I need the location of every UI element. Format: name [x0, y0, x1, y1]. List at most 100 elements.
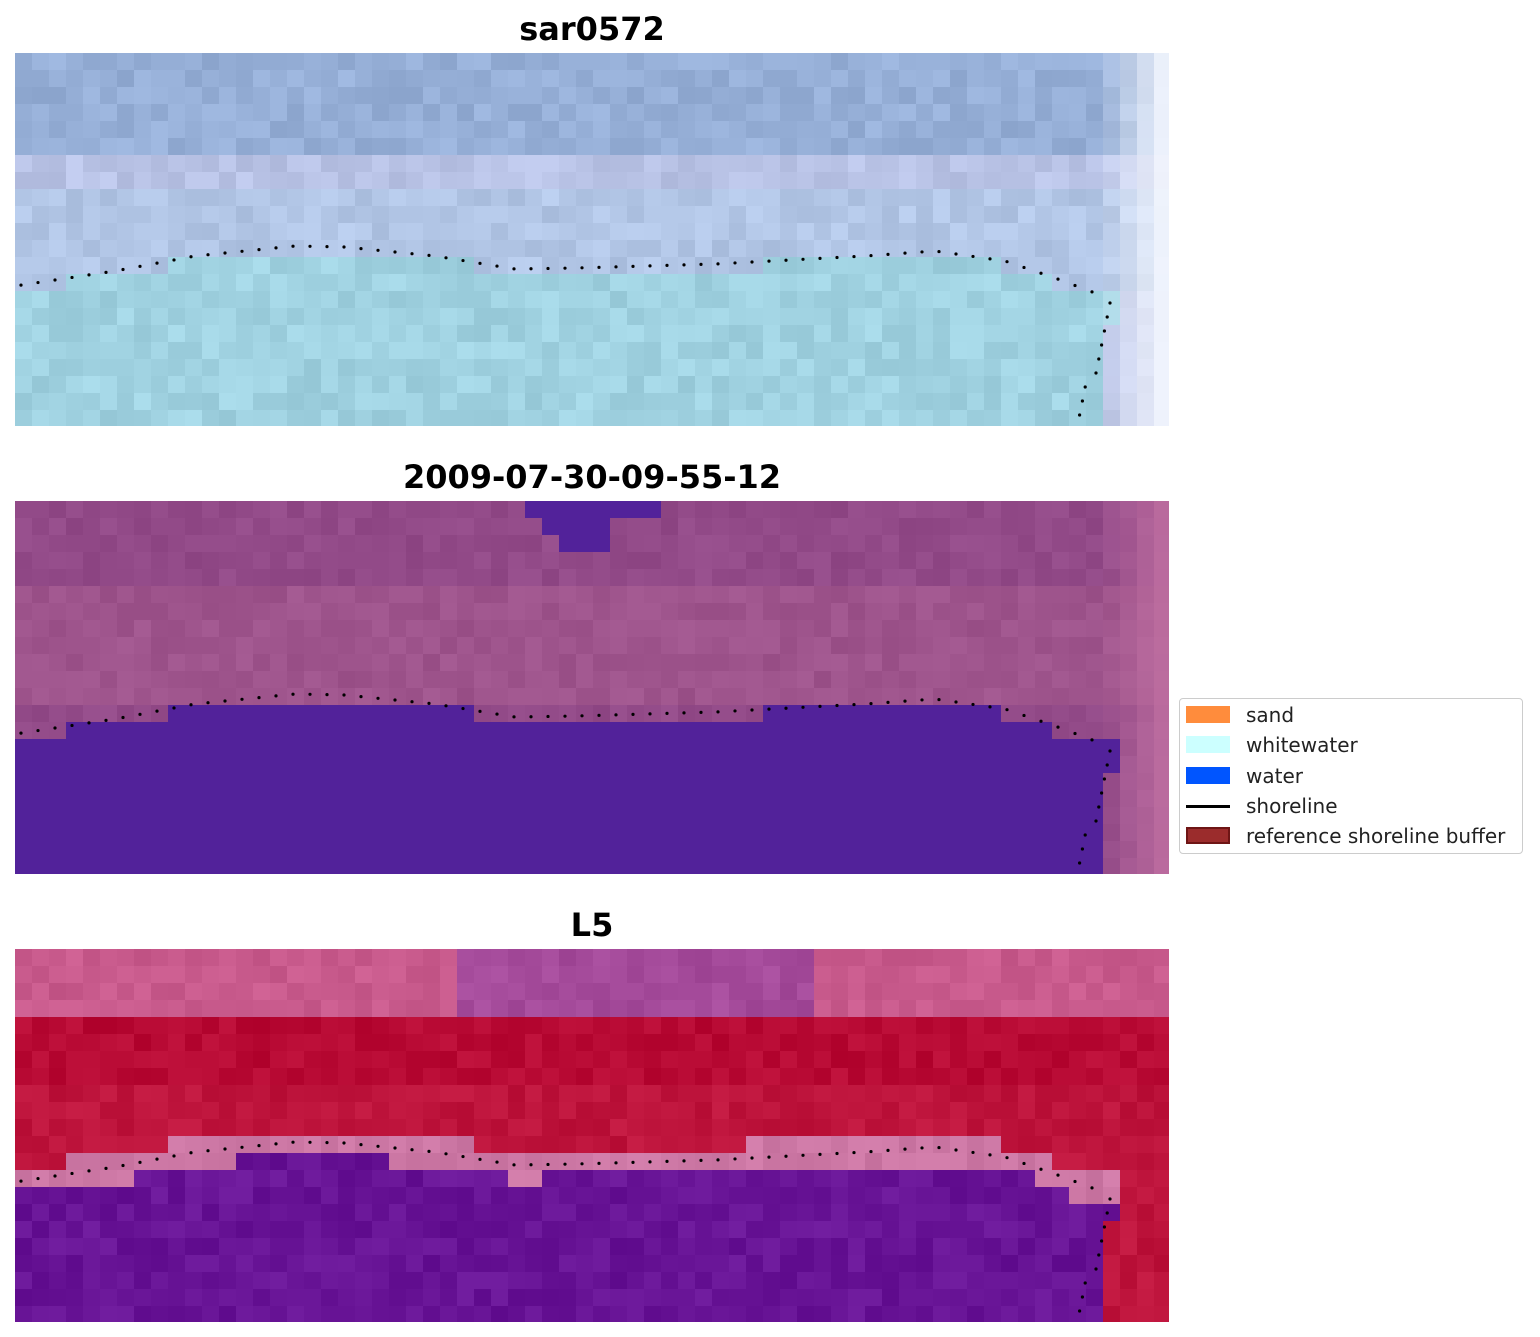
pixel-cell	[406, 291, 424, 309]
shoreline-point	[699, 710, 703, 714]
pixel-cell	[542, 620, 560, 638]
pixel-cell	[695, 393, 713, 411]
pixel-cell	[916, 206, 934, 224]
pixel-cell	[712, 274, 730, 292]
pixel-cell	[253, 1068, 271, 1086]
pixel-cell	[32, 1306, 50, 1322]
pixel-cell	[525, 603, 543, 621]
pixel-cell	[423, 586, 441, 604]
pixel-cell	[678, 983, 696, 1001]
pixel-cell	[1154, 308, 1169, 326]
pixel-cell	[151, 155, 169, 173]
pixel-cell	[423, 773, 441, 791]
pixel-cell	[321, 535, 339, 553]
pixel-cell	[678, 206, 696, 224]
pixel-cell	[712, 1000, 730, 1018]
pixel-cell	[729, 1170, 747, 1188]
pixel-cell	[66, 393, 84, 411]
pixel-cell	[219, 603, 237, 621]
pixel-cell	[1001, 359, 1019, 377]
pixel-cell	[1137, 1238, 1155, 1256]
pixel-cell	[491, 1068, 509, 1086]
pixel-cell	[440, 620, 458, 638]
pixel-cell	[542, 376, 560, 394]
pixel-cell	[1035, 172, 1053, 190]
pixel-cell	[644, 1034, 662, 1052]
pixel-cell	[950, 308, 968, 326]
pixel-cell	[236, 501, 254, 519]
pixel-cell	[1018, 1255, 1036, 1273]
pixel-cell	[984, 535, 1002, 553]
pixel-cell	[1086, 501, 1104, 519]
pixel-cell	[627, 654, 645, 672]
pixel-cell	[576, 1085, 594, 1103]
pixel-cell	[49, 1153, 67, 1171]
pixel-cell	[32, 705, 50, 723]
pixel-cell	[882, 1187, 900, 1205]
pixel-cell	[831, 620, 849, 638]
pixel-cell	[712, 1085, 730, 1103]
shoreline-point	[835, 255, 839, 260]
pixel-cell	[457, 773, 475, 791]
pixel-cell	[831, 223, 849, 241]
shoreline-point	[172, 1154, 176, 1158]
pixel-cell	[287, 535, 305, 553]
pixel-cell	[219, 1085, 237, 1103]
pixel-cell	[168, 70, 186, 88]
pixel-cell	[1154, 70, 1169, 88]
pixel-cell	[729, 274, 747, 292]
pixel-cell	[491, 1000, 509, 1018]
pixel-cell	[389, 393, 407, 411]
pixel-cell	[712, 569, 730, 587]
pixel-cell	[168, 983, 186, 1001]
pixel-cell	[440, 858, 458, 874]
pixel-cell	[406, 569, 424, 587]
pixel-cell	[134, 966, 152, 984]
pixel-cell	[117, 53, 135, 71]
pixel-cell	[1018, 1051, 1036, 1069]
pixel-cell	[321, 155, 339, 173]
pixel-cell	[610, 291, 628, 309]
pixel-cell	[746, 586, 764, 604]
pixel-cell	[678, 586, 696, 604]
shoreline-point	[512, 715, 516, 719]
pixel-cell	[253, 393, 271, 411]
pixel-cell	[661, 172, 679, 190]
pixel-cell	[134, 1255, 152, 1273]
pixel-cell	[117, 949, 135, 967]
pixel-cell	[1103, 53, 1121, 71]
pixel-cell	[508, 603, 526, 621]
pixel-cell	[389, 569, 407, 587]
pixel-cell	[525, 586, 543, 604]
pixel-cell	[474, 274, 492, 292]
pixel-cell	[151, 274, 169, 292]
pixel-cell	[933, 70, 951, 88]
pixel-cell	[627, 274, 645, 292]
pixel-cell	[1018, 1221, 1036, 1239]
pixel-cell	[66, 569, 84, 587]
pixel-cell	[525, 206, 543, 224]
pixel-cell	[168, 773, 186, 791]
pixel-cell	[423, 155, 441, 173]
pixel-cell	[848, 1306, 866, 1322]
pixel-cell	[712, 756, 730, 774]
pixel-cell	[1086, 637, 1104, 655]
pixel-cell	[661, 1017, 679, 1035]
pixel-cell	[916, 1034, 934, 1052]
pixel-cell	[134, 773, 152, 791]
pixel-cell	[1018, 1204, 1036, 1222]
pixel-cell	[457, 671, 475, 689]
pixel-cell	[865, 104, 883, 122]
pixel-cell	[236, 53, 254, 71]
pixel-cell	[389, 206, 407, 224]
pixel-cell	[729, 189, 747, 207]
pixel-cell	[389, 552, 407, 570]
pixel-cell	[100, 291, 118, 309]
pixel-cell	[236, 1255, 254, 1273]
pixel-cell	[1018, 637, 1036, 655]
pixel-cell	[865, 53, 883, 71]
pixel-cell	[661, 637, 679, 655]
shoreline-point	[121, 715, 125, 720]
pixel-cell	[848, 824, 866, 842]
pixel-cell	[270, 790, 288, 808]
